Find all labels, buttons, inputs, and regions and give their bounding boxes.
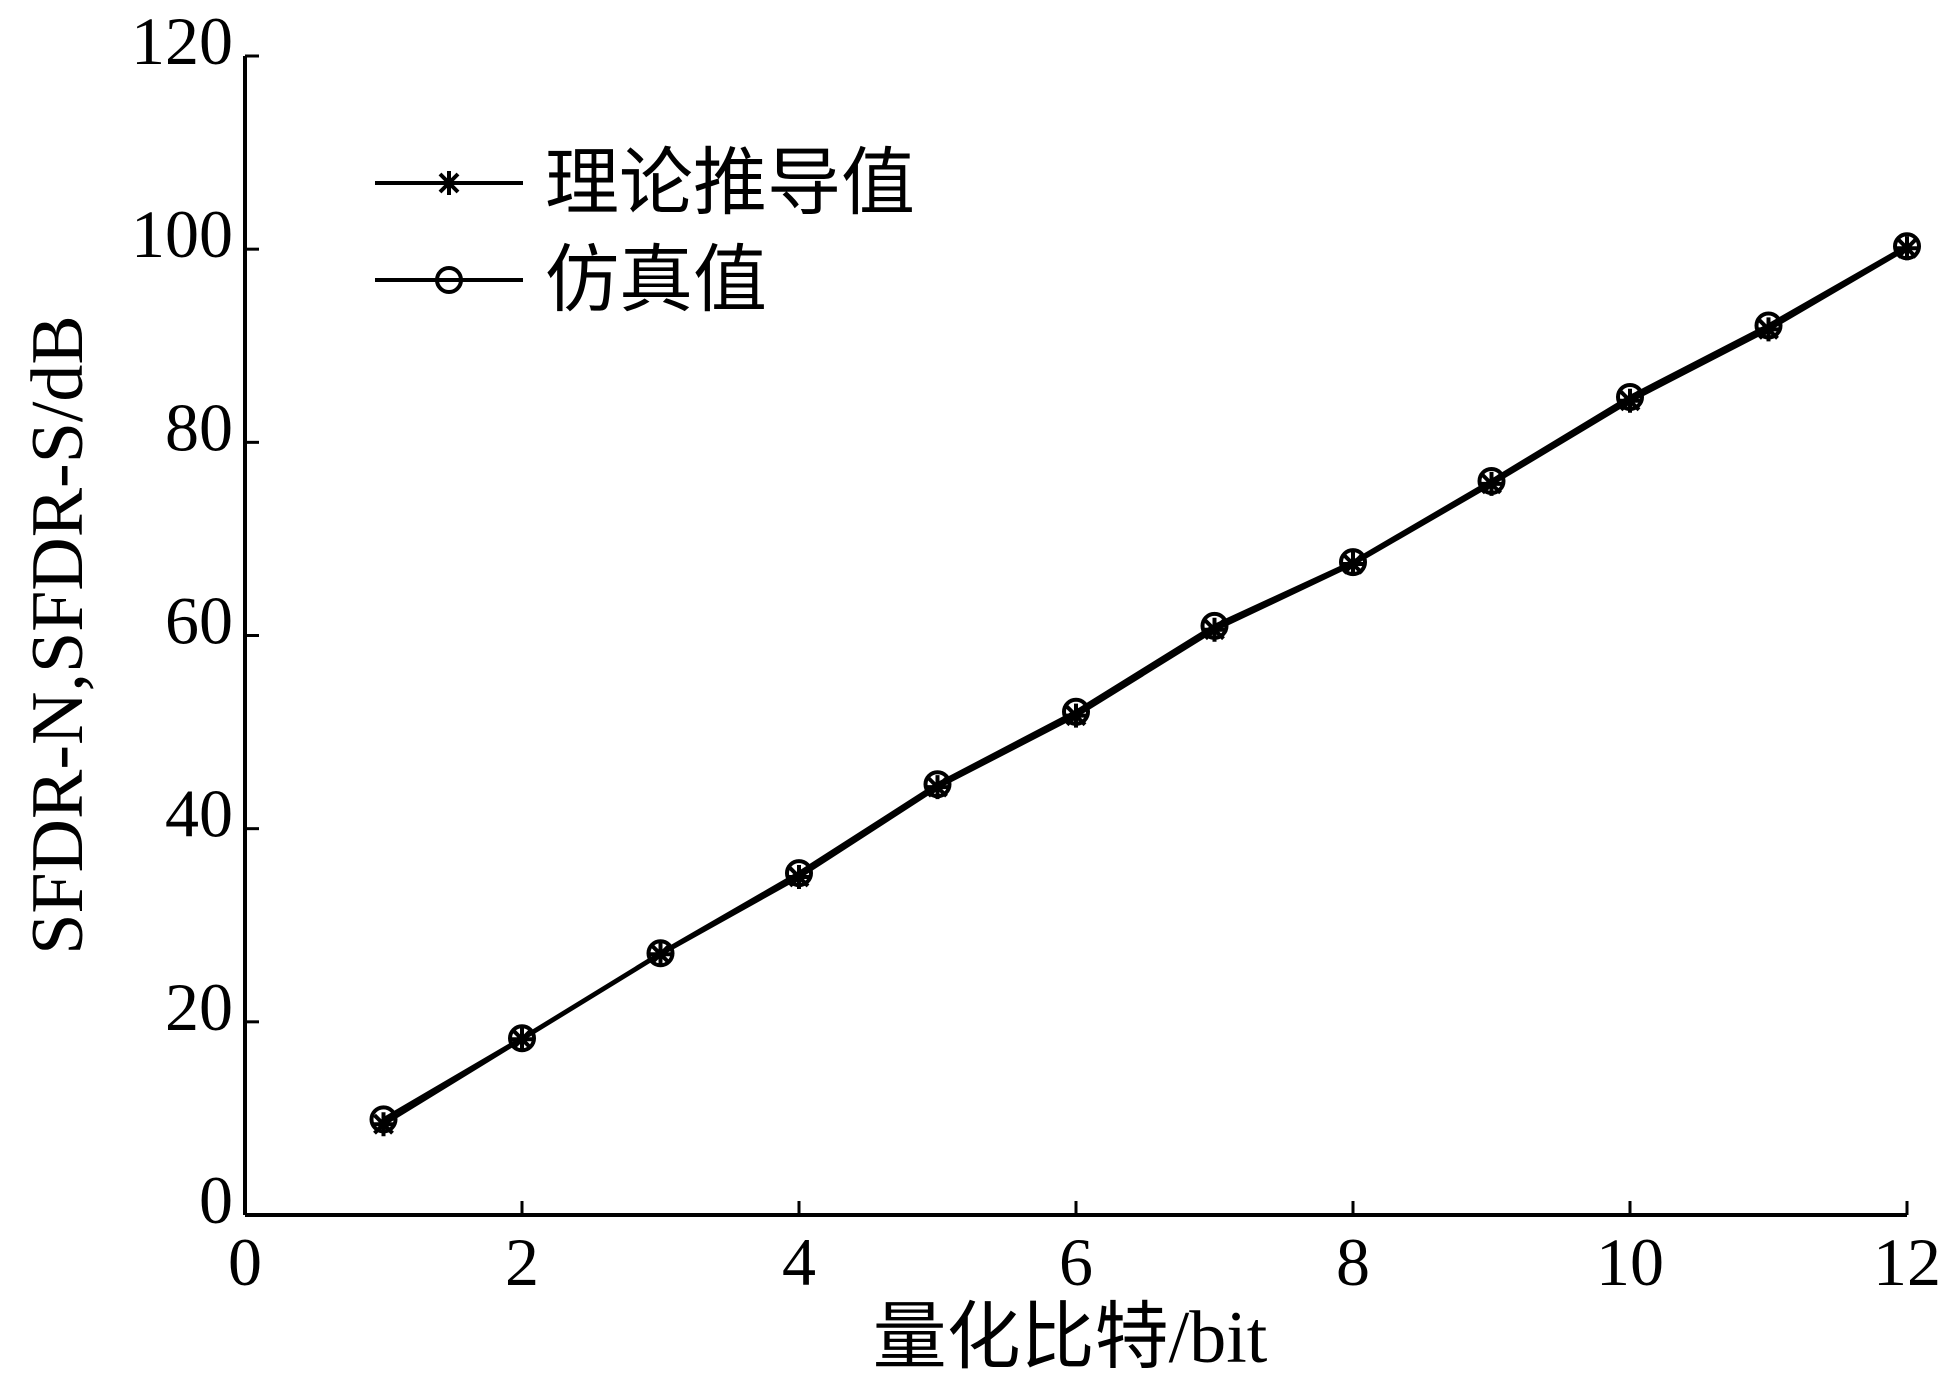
- marker: [1479, 471, 1504, 496]
- y-tick-label: 0: [199, 1162, 233, 1238]
- marker: [1754, 311, 1783, 340]
- y-tick-label: 80: [165, 389, 233, 465]
- marker: [371, 1112, 396, 1137]
- y-tick-label: 100: [131, 196, 233, 272]
- legend-label: 理论推导值: [545, 143, 915, 225]
- marker: [1200, 611, 1229, 640]
- marker: [437, 171, 461, 195]
- marker: [925, 775, 950, 800]
- marker: [1477, 466, 1506, 495]
- marker: [923, 770, 952, 799]
- series-line: [382, 244, 1908, 1122]
- y-tick-label: 20: [165, 969, 233, 1045]
- legend-label: 仿真值: [545, 240, 767, 322]
- x-tick-label: 8: [1336, 1224, 1370, 1300]
- x-tick-label: 10: [1596, 1224, 1664, 1300]
- marker: [1202, 617, 1227, 642]
- marker: [369, 1105, 398, 1134]
- y-tick-label: 120: [131, 3, 233, 79]
- x-tick-label: 2: [505, 1224, 539, 1300]
- marker: [1339, 548, 1367, 577]
- x-tick-label: 4: [782, 1224, 816, 1300]
- marker: [1064, 703, 1088, 728]
- marker: [1756, 317, 1781, 342]
- marker: [508, 1024, 536, 1053]
- x-axis-label: 量化比特/bit: [873, 1297, 1268, 1379]
- x-tick-label: 6: [1059, 1224, 1093, 1300]
- series-line: [382, 246, 1909, 1126]
- marker: [785, 859, 813, 888]
- y-axis-label: SFDR-N,SFDR-S/dB: [17, 315, 99, 955]
- x-tick-label: 12: [1873, 1224, 1941, 1300]
- marker: [787, 864, 811, 889]
- y-tick-label: 60: [165, 583, 233, 659]
- x-tick-label: 0: [228, 1224, 262, 1300]
- marker: [1616, 382, 1644, 411]
- marker: [1062, 697, 1090, 726]
- y-tick-label: 40: [165, 776, 233, 852]
- marker: [435, 266, 463, 294]
- marker: [1618, 388, 1642, 413]
- marker: [1893, 232, 1921, 261]
- marker: [646, 939, 675, 968]
